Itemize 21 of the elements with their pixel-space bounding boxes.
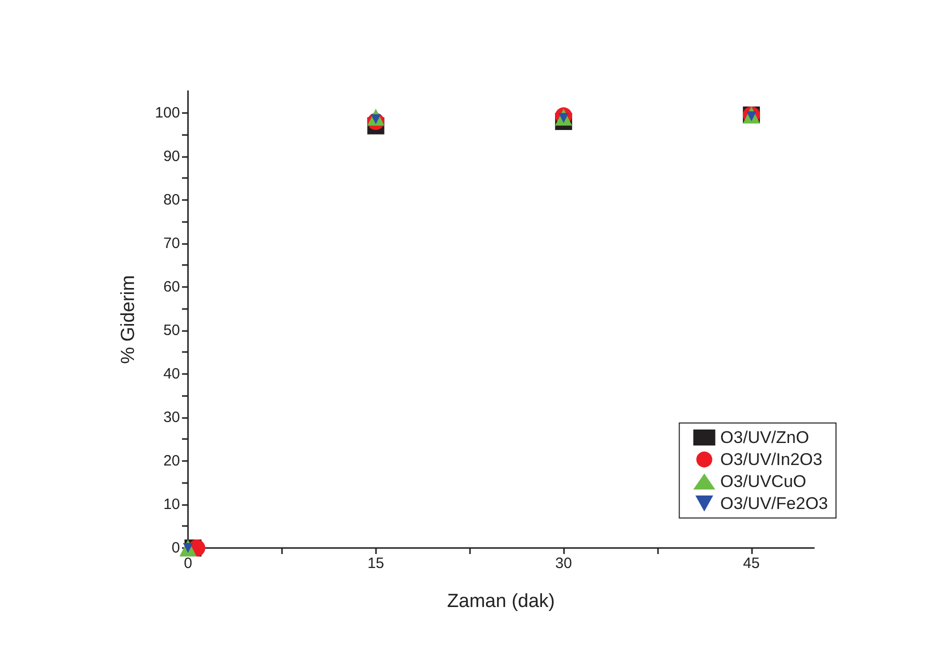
legend-label: O3/UV/Fe2O3 — [720, 494, 828, 513]
y-tick-label: 40 — [163, 365, 180, 382]
y-tick-label: 80 — [163, 191, 180, 208]
y-tick-label: 60 — [163, 278, 180, 296]
x-tick-label: 30 — [555, 555, 572, 572]
y-tick-label: 20 — [163, 452, 180, 470]
y-axis-title: % Giderim — [118, 275, 139, 364]
y-tick-label: 90 — [163, 148, 180, 165]
legend-label: O3/UV/In2O3 — [720, 450, 822, 469]
x-axis-title: Zaman (dak) — [447, 591, 555, 612]
y-tick-label: 100 — [154, 104, 180, 122]
x-tick-label: 0 — [184, 555, 192, 572]
x-tick-label: 45 — [743, 555, 760, 572]
y-tick-label: 0 — [172, 540, 180, 556]
y-tick-label: 10 — [163, 496, 180, 513]
legend-label: O3/UVCuO — [720, 472, 806, 491]
y-tick-label: 70 — [163, 234, 180, 252]
legend-label: O3/UV/ZnO — [720, 428, 810, 447]
x-tick-label: 15 — [367, 555, 384, 572]
y-tick-label: 50 — [163, 322, 180, 339]
y-tick-label: 30 — [163, 408, 180, 426]
